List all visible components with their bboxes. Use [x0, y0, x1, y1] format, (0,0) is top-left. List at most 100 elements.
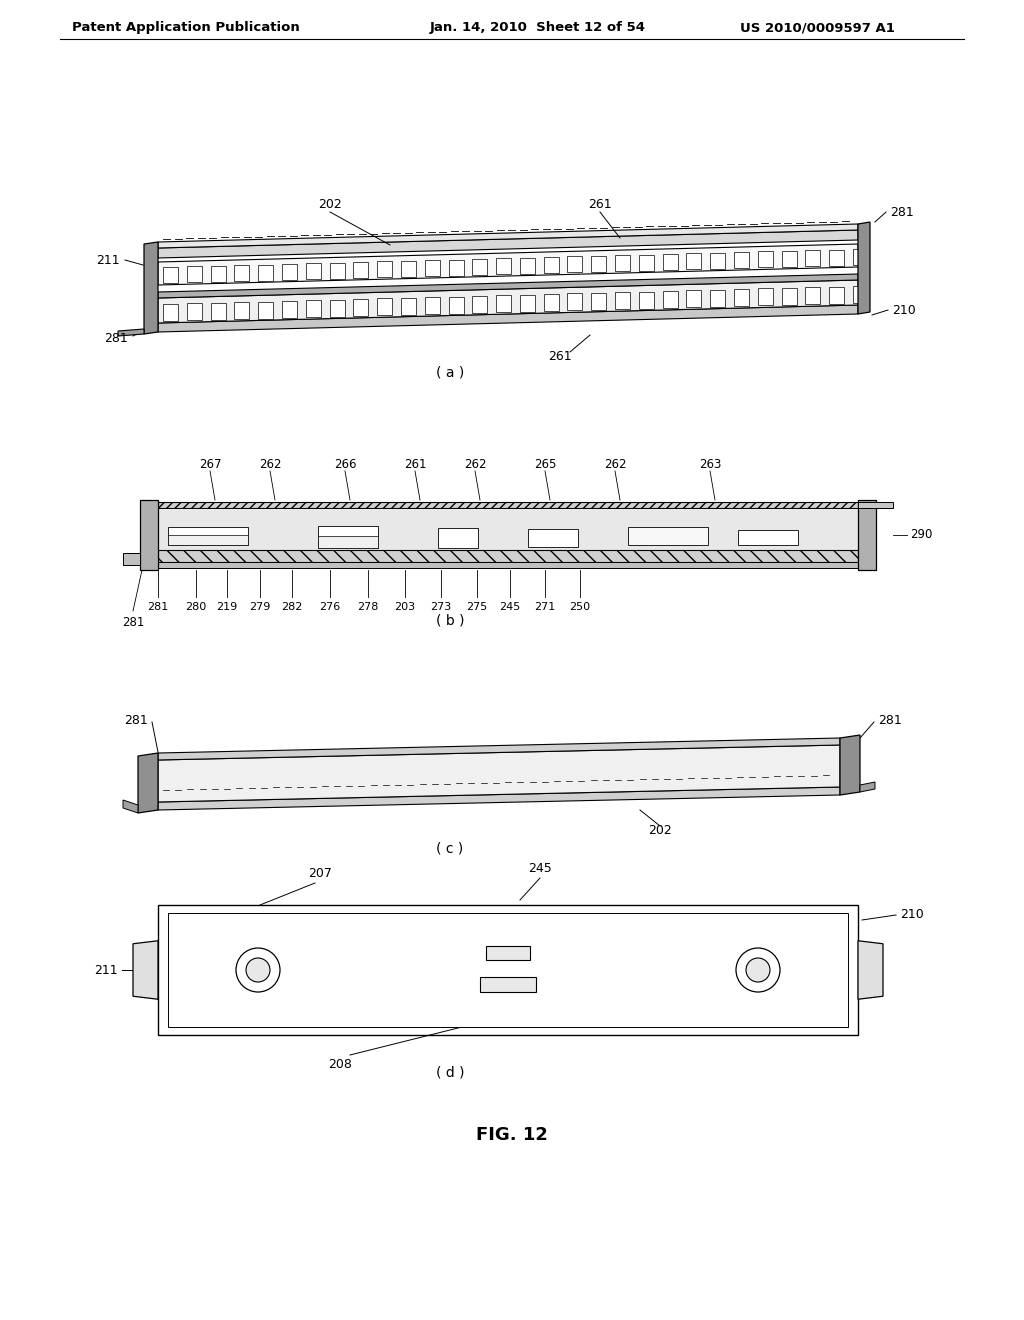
- Polygon shape: [840, 735, 860, 795]
- Text: 261: 261: [548, 351, 571, 363]
- Text: 202: 202: [648, 824, 672, 837]
- Text: 262: 262: [604, 458, 627, 471]
- Polygon shape: [158, 224, 858, 248]
- Polygon shape: [686, 253, 701, 269]
- Text: 265: 265: [534, 458, 556, 471]
- Text: 266: 266: [334, 458, 356, 471]
- Polygon shape: [158, 787, 840, 810]
- Polygon shape: [858, 941, 883, 999]
- Polygon shape: [663, 290, 678, 308]
- Text: 280: 280: [185, 602, 207, 612]
- Text: 261: 261: [588, 198, 611, 211]
- Text: 219: 219: [216, 602, 238, 612]
- Text: 271: 271: [535, 602, 556, 612]
- Polygon shape: [425, 260, 439, 276]
- Text: ( c ): ( c ): [436, 841, 464, 855]
- Polygon shape: [158, 230, 858, 257]
- Polygon shape: [401, 261, 416, 277]
- Polygon shape: [158, 744, 840, 803]
- Polygon shape: [567, 293, 583, 310]
- Polygon shape: [377, 261, 392, 277]
- Text: Jan. 14, 2010  Sheet 12 of 54: Jan. 14, 2010 Sheet 12 of 54: [430, 21, 646, 34]
- Polygon shape: [158, 280, 858, 323]
- Bar: [158, 502, 858, 508]
- Circle shape: [246, 958, 270, 982]
- Polygon shape: [615, 255, 630, 271]
- Polygon shape: [234, 302, 250, 319]
- Bar: [140, 500, 158, 570]
- Bar: [438, 528, 478, 548]
- Text: FIG. 12: FIG. 12: [476, 1126, 548, 1144]
- Polygon shape: [353, 300, 369, 315]
- Polygon shape: [829, 249, 844, 265]
- Text: 281: 281: [104, 331, 128, 345]
- Text: 211: 211: [94, 964, 118, 977]
- Circle shape: [736, 948, 780, 993]
- Polygon shape: [330, 300, 344, 317]
- Polygon shape: [686, 290, 701, 308]
- Polygon shape: [758, 252, 773, 268]
- Circle shape: [236, 948, 280, 993]
- Polygon shape: [758, 289, 773, 305]
- Polygon shape: [520, 257, 535, 273]
- Polygon shape: [449, 297, 464, 314]
- Polygon shape: [282, 264, 297, 280]
- Text: 262: 262: [464, 458, 486, 471]
- Text: 203: 203: [394, 602, 416, 612]
- Text: 281: 281: [124, 714, 148, 726]
- Polygon shape: [258, 301, 273, 318]
- Polygon shape: [806, 288, 820, 304]
- Bar: [318, 536, 378, 548]
- Polygon shape: [639, 292, 654, 309]
- Bar: [738, 531, 798, 545]
- Text: 210: 210: [892, 304, 915, 317]
- Polygon shape: [781, 251, 797, 267]
- Polygon shape: [639, 255, 654, 271]
- Polygon shape: [282, 301, 297, 318]
- Polygon shape: [377, 298, 392, 315]
- Polygon shape: [425, 297, 439, 314]
- Polygon shape: [853, 249, 868, 265]
- Polygon shape: [472, 259, 487, 275]
- Polygon shape: [591, 256, 606, 272]
- Text: 245: 245: [528, 862, 552, 875]
- Bar: [858, 500, 876, 570]
- Bar: [168, 527, 248, 545]
- Polygon shape: [211, 265, 225, 281]
- Polygon shape: [829, 286, 844, 304]
- Polygon shape: [158, 738, 840, 760]
- Text: 281: 281: [122, 616, 144, 630]
- Polygon shape: [258, 264, 273, 281]
- Polygon shape: [163, 304, 178, 321]
- Text: 267: 267: [199, 458, 221, 471]
- Bar: [628, 527, 708, 545]
- Polygon shape: [158, 275, 858, 298]
- Text: 263: 263: [698, 458, 721, 471]
- Polygon shape: [544, 294, 559, 312]
- Text: 273: 273: [430, 602, 452, 612]
- Polygon shape: [781, 288, 797, 305]
- Polygon shape: [496, 259, 511, 275]
- Polygon shape: [118, 329, 144, 337]
- Text: 210: 210: [900, 908, 924, 921]
- Text: Patent Application Publication: Patent Application Publication: [72, 21, 300, 34]
- Polygon shape: [123, 800, 138, 813]
- Polygon shape: [353, 263, 369, 279]
- Polygon shape: [163, 267, 178, 282]
- Bar: [158, 562, 858, 568]
- Polygon shape: [591, 293, 606, 310]
- Polygon shape: [567, 256, 583, 272]
- Text: 261: 261: [403, 458, 426, 471]
- Text: US 2010/0009597 A1: US 2010/0009597 A1: [740, 21, 895, 34]
- Polygon shape: [615, 292, 630, 309]
- Polygon shape: [449, 260, 464, 276]
- Text: 279: 279: [249, 602, 270, 612]
- Text: 207: 207: [308, 867, 332, 880]
- Polygon shape: [158, 305, 858, 333]
- Polygon shape: [133, 941, 158, 999]
- Text: 245: 245: [500, 602, 520, 612]
- Bar: [158, 906, 858, 1035]
- Text: 211: 211: [96, 253, 120, 267]
- Polygon shape: [858, 222, 870, 314]
- Text: 208: 208: [328, 1059, 352, 1071]
